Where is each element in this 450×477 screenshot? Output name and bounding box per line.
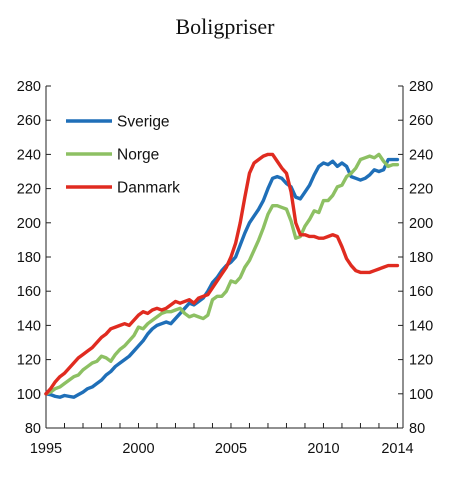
- y-tick-label-right: 180: [409, 250, 433, 266]
- y-tick-label-left: 180: [17, 250, 41, 266]
- legend-label-sverige: Sverige: [117, 114, 170, 131]
- y-tick-label-right: 140: [409, 318, 433, 334]
- y-tick-label-right: 220: [409, 182, 433, 198]
- series-lines: [44, 152, 400, 399]
- x-tick-label: 2005: [215, 441, 247, 457]
- x-tick-label: 2010: [307, 441, 339, 457]
- chart-title: Boligpriser: [176, 14, 276, 39]
- legend: Sverige Norge Danmark: [66, 114, 180, 197]
- x-tick-label: 2000: [122, 441, 154, 457]
- y-tick-label-left: 120: [17, 353, 41, 369]
- y-tick-label-left: 280: [17, 79, 41, 95]
- y-tick-label-left: 160: [17, 284, 41, 300]
- y-tick-label-left: 220: [17, 182, 41, 198]
- y-tick-label-right: 100: [409, 387, 433, 403]
- y-tick-label-right: 280: [409, 79, 433, 95]
- y-tick-label-left: 80: [25, 421, 41, 437]
- norge-series-line: [44, 152, 400, 396]
- y-tick-label-left: 200: [17, 216, 41, 232]
- y-tick-label-right: 80: [409, 421, 425, 437]
- x-tick-label: 2014: [381, 441, 413, 457]
- x-tick-label: 1995: [30, 441, 62, 457]
- y-tick-label-left: 100: [17, 387, 41, 403]
- danmark-series-line: [44, 152, 400, 396]
- y-tick-label-left: 240: [17, 147, 41, 163]
- y-tick-label-right: 240: [409, 147, 433, 163]
- y-tick-label-left: 140: [17, 318, 41, 334]
- y-tick-label-right: 260: [409, 113, 433, 129]
- legend-label-norge: Norge: [117, 147, 159, 164]
- y-tick-label-right: 200: [409, 216, 433, 232]
- sverige-series-line: [44, 157, 400, 399]
- legend-label-danmark: Danmark: [117, 180, 180, 197]
- y-tick-label-left: 260: [17, 113, 41, 129]
- y-tick-label-right: 120: [409, 353, 433, 369]
- axes: 80 80 100 100 120 120 140 140 160 160 180 180 200 200…: [17, 79, 433, 457]
- y-tick-label-right: 160: [409, 284, 433, 300]
